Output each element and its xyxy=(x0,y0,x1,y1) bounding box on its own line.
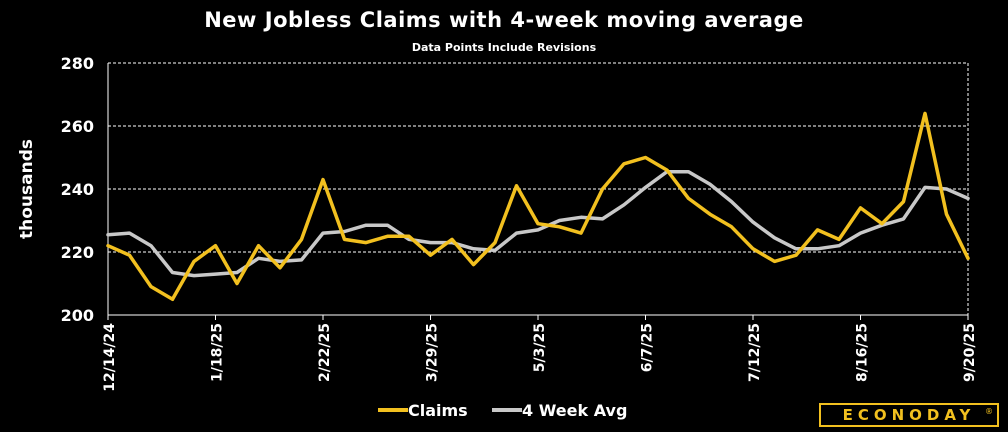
x-tick-label: 5/3/25 xyxy=(532,323,548,372)
legend-label: 4 Week Avg xyxy=(522,401,627,420)
series-lines xyxy=(106,111,970,302)
y-tick-label: 220 xyxy=(61,243,94,262)
series-line-4-week-avg xyxy=(106,169,970,278)
econoday-logo: ECONODAY ® xyxy=(819,403,999,427)
x-tick-label: 1/18/25 xyxy=(210,323,226,382)
x-tick-label: 8/16/25 xyxy=(855,323,871,382)
series-line-claims xyxy=(106,111,970,302)
y-tick-label: 260 xyxy=(61,117,94,136)
tick-labels: 200 220 240 260 280 12/14/24 1/18/25 2/22/25 3/2… xyxy=(61,54,978,392)
x-tick-label: 12/14/24 xyxy=(102,323,118,392)
y-tick-label: 200 xyxy=(61,306,94,325)
x-tick-label: 2/22/25 xyxy=(317,323,333,382)
x-tick-label: 3/29/25 xyxy=(425,323,441,382)
x-tick-label: 9/20/25 xyxy=(962,323,978,382)
x-tick-label: 6/7/25 xyxy=(640,323,656,372)
y-tick-label: 280 xyxy=(61,54,94,73)
y-axis-label: thousands xyxy=(17,139,37,239)
legend: Claims 4 Week Avg xyxy=(378,401,627,420)
gridlines xyxy=(108,62,968,253)
registered-mark: ® xyxy=(985,407,993,416)
y-tick-label: 240 xyxy=(61,180,94,199)
axes xyxy=(107,63,969,320)
legend-label: Claims xyxy=(408,401,468,420)
chart-title: New Jobless Claims with 4-week moving av… xyxy=(204,8,804,32)
chart-subtitle: Data Points Include Revisions xyxy=(411,41,597,54)
brand-name: ECONODAY xyxy=(842,406,976,424)
x-tick-label: 7/12/25 xyxy=(747,323,763,382)
